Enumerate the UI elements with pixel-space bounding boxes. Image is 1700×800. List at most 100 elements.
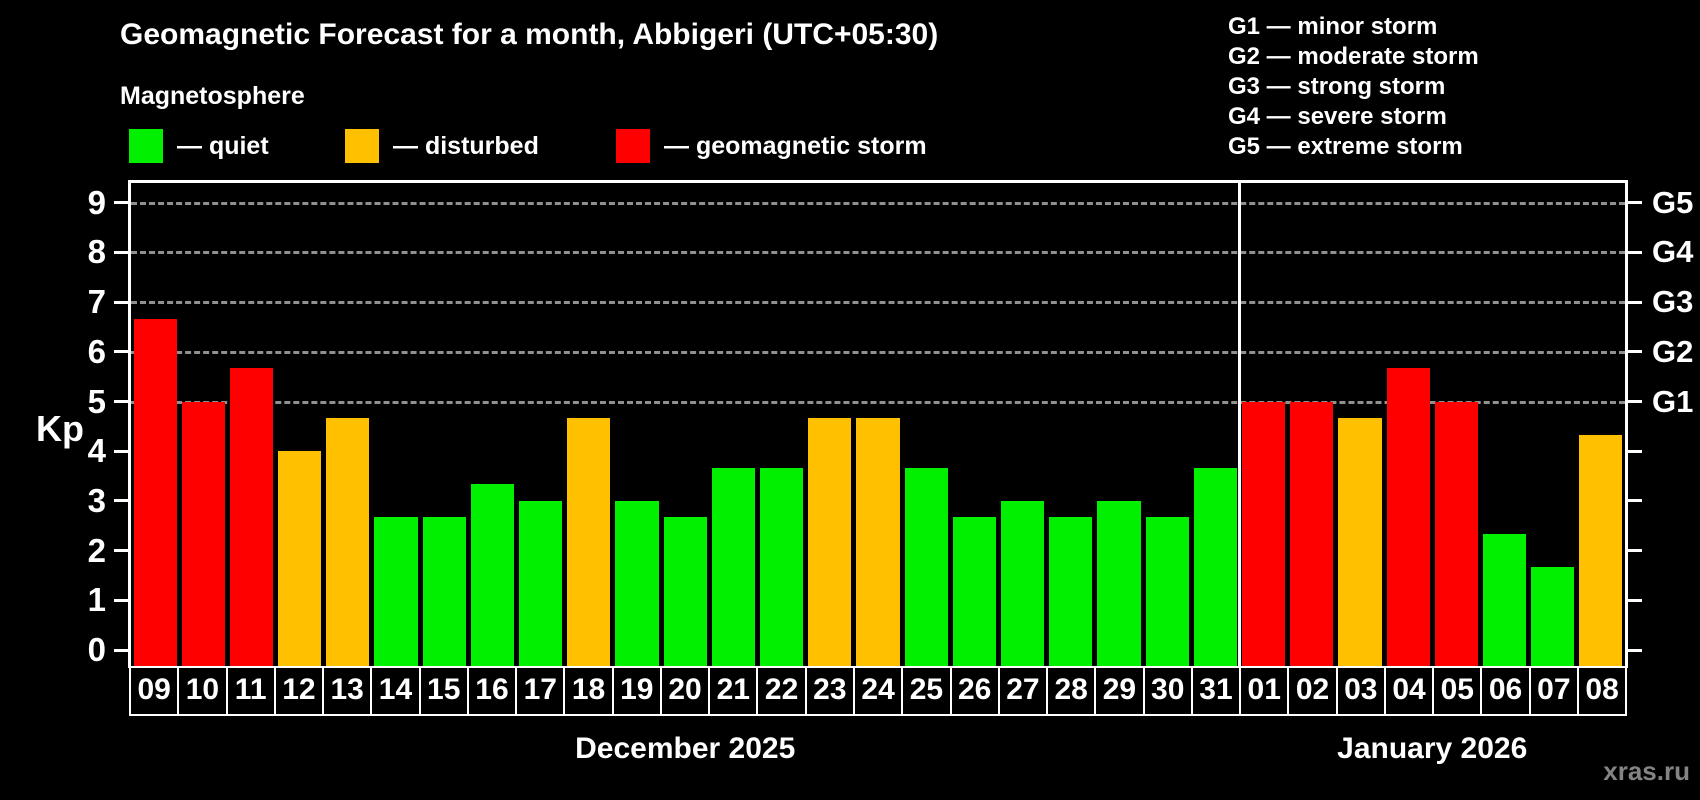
kp-bar-day-27 [1000, 500, 1045, 668]
kp-bar-day-23 [808, 417, 852, 668]
y-axis-label: Kp [36, 408, 84, 449]
kp-bar-day-26 [952, 517, 996, 668]
month-label-january: January 2026 [1337, 732, 1528, 765]
g-scale-legend-line-4: G4 — severe storm [1228, 103, 1447, 130]
kp-bar-day-17 [519, 500, 563, 668]
kp-bar-day-10 [181, 401, 225, 668]
kp-bar-day-14 [374, 517, 418, 668]
kp-bar-day-28 [1049, 517, 1093, 668]
day-label-10: 10 [177, 668, 225, 714]
day-label-03: 03 [1335, 668, 1384, 714]
y-tick-right-7 [1628, 300, 1642, 304]
g-scale-legend-line-1: G1 — minor storm [1228, 13, 1438, 40]
y-tick-label-5: 5 [87, 382, 106, 420]
disturbed-color-swatch [345, 129, 379, 163]
day-label-01: 01 [1239, 668, 1287, 714]
chart-title: Geomagnetic Forecast for a month, Abbige… [120, 18, 939, 51]
kp-bar-day-03 [1338, 417, 1382, 668]
legend-label-storm: — geomagnetic storm [664, 131, 927, 160]
day-label-row: 09 10 11 12 13 14 15 16 17 18 19 20 21 22 23 24 25 26 27 28… [129, 666, 1627, 716]
kp-bar-day-16 [470, 484, 515, 668]
day-label-11: 11 [225, 668, 274, 714]
right-axis-label-g4: G4 [1652, 234, 1694, 270]
kp-bar-day-02 [1290, 401, 1334, 668]
gridline-kp5 [131, 400, 1625, 404]
kp-bar-day-09 [133, 318, 177, 668]
right-axis-label-g5: G5 [1652, 184, 1694, 220]
kp-bar-day-20 [663, 517, 707, 668]
kp-bar-day-15 [422, 517, 466, 668]
right-axis-label-g2: G2 [1652, 333, 1694, 369]
day-label-24: 24 [852, 668, 901, 714]
y-tick-label-8: 8 [87, 233, 106, 271]
y-tick-right-0 [1628, 648, 1642, 652]
day-label-30: 30 [1142, 668, 1191, 714]
day-label-28: 28 [1046, 668, 1094, 714]
day-label-27: 27 [997, 668, 1046, 714]
day-label-05: 05 [1432, 668, 1480, 714]
y-tick-left-8 [114, 250, 128, 254]
day-label-09: 09 [137, 673, 171, 706]
day-label-18: 18 [563, 668, 611, 714]
day-label-17: 17 [515, 668, 563, 714]
kp-bar-day-07 [1531, 567, 1575, 668]
day-label-07: 07 [1528, 668, 1577, 714]
kp-bar-day-24 [856, 417, 900, 668]
right-axis-line [1625, 183, 1628, 668]
day-label-14: 14 [370, 668, 418, 714]
right-axis-label-g3: G3 [1652, 284, 1694, 320]
y-tick-left-9 [114, 201, 128, 205]
kp-bar-day-29 [1097, 500, 1141, 668]
month-divider-line [1237, 183, 1241, 668]
kp-bar-day-31 [1193, 467, 1237, 668]
day-label-20: 20 [659, 668, 708, 714]
day-label-04: 04 [1383, 668, 1432, 714]
y-tick-left-7 [114, 300, 128, 304]
kp-bar-day-13 [326, 417, 370, 668]
right-axis-label-g1: G1 [1652, 383, 1694, 419]
kp-bar-day-25 [904, 467, 948, 668]
month-label-december: December 2025 [575, 732, 796, 765]
y-tick-label-2: 2 [87, 531, 106, 569]
day-label-15: 15 [418, 668, 467, 714]
gridline-kp8 [131, 251, 1625, 255]
y-tick-left-0 [114, 648, 128, 652]
y-tick-right-8 [1628, 250, 1642, 254]
legend-label-quiet: — quiet [177, 131, 269, 160]
g-scale-legend-line-2: G2 — moderate storm [1228, 43, 1479, 70]
legend-item-quiet: — quiet [129, 124, 269, 168]
y-tick-label-9: 9 [87, 183, 106, 221]
kp-bar-day-12 [278, 451, 322, 668]
day-label-29: 29 [1094, 668, 1142, 714]
y-tick-right-4 [1628, 449, 1642, 453]
chart-subtitle: Magnetosphere [120, 82, 305, 110]
y-tick-right-6 [1628, 350, 1642, 354]
g-scale-legend-line-5: G5 — extreme storm [1228, 133, 1463, 160]
kp-bar-day-05 [1434, 401, 1478, 668]
y-tick-left-1 [114, 598, 128, 602]
quiet-color-swatch [129, 129, 163, 163]
y-tick-right-3 [1628, 499, 1642, 503]
gridline-kp6 [131, 350, 1625, 354]
y-tick-label-0: 0 [87, 631, 106, 668]
storm-color-swatch [616, 129, 650, 163]
kp-bar-day-08 [1579, 434, 1623, 668]
day-label-31: 31 [1190, 668, 1239, 714]
y-tick-right-5 [1628, 400, 1642, 403]
kp-bar-day-04 [1386, 368, 1430, 668]
legend-label-disturbed: — disturbed [393, 131, 539, 160]
kp-bar-day-21 [711, 467, 755, 668]
day-label-25: 25 [901, 668, 949, 714]
g-scale-legend: G1 — minor storm G2 — moderate storm G3 — … [1228, 12, 1479, 162]
y-tick-label-7: 7 [87, 283, 106, 321]
gridline-kp7 [131, 301, 1625, 305]
y-tick-right-9 [1628, 201, 1642, 205]
day-label-22: 22 [756, 668, 804, 714]
day-label-16: 16 [466, 668, 515, 714]
y-tick-right-1 [1628, 598, 1642, 602]
kp-bar-day-22 [760, 467, 804, 668]
kp-bar-day-18 [567, 417, 611, 668]
legend-item-storm: — geomagnetic storm [616, 124, 927, 168]
kp-bar-day-11 [229, 368, 274, 668]
